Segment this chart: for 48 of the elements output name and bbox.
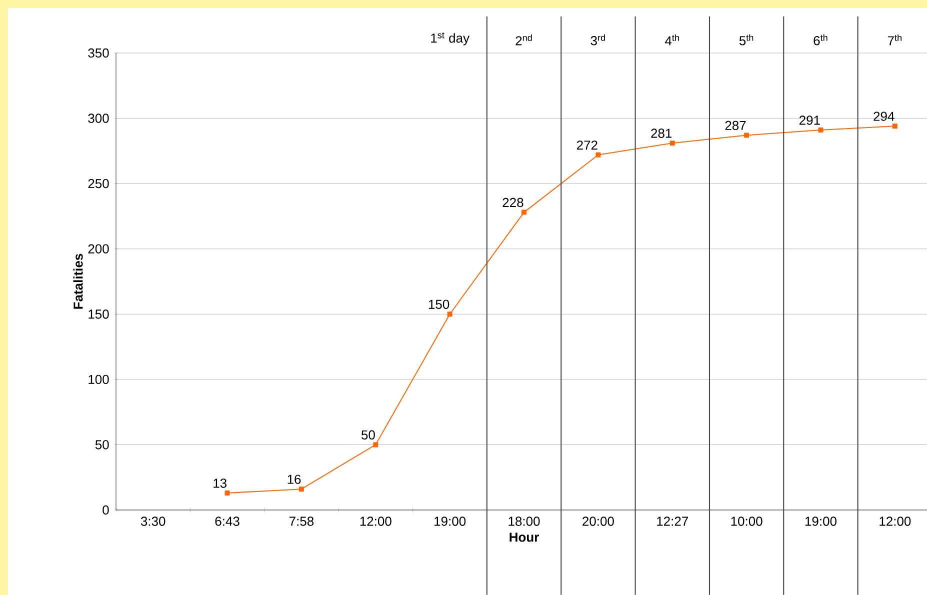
text: 3$^{rd}$ — [590, 34, 606, 46]
y-axis-title: Fatalities — [73, 254, 83, 309]
point — [522, 210, 527, 215]
y-tick-label: 300 — [88, 114, 109, 123]
text: 1$^{st}$ day — [431, 32, 470, 46]
x-tick-label: 18:00 — [508, 516, 540, 526]
x-tick-label: 12:27 — [657, 516, 688, 526]
text: 4$^{th}$ — [665, 34, 679, 46]
text: 2$^{nd}$ — [516, 34, 532, 46]
data-label: 281 — [651, 128, 672, 138]
x-axis-title: Hour — [510, 532, 539, 542]
text: 6$^{th}$ — [814, 34, 828, 46]
point — [670, 140, 675, 146]
x-tick-label: 10:00 — [731, 516, 762, 526]
x-tick-label: 20:00 — [582, 516, 614, 526]
y-tick-label: 0 — [102, 505, 109, 515]
x-tick-label: 7:58 — [289, 516, 314, 526]
point — [892, 124, 898, 129]
y-tick-label: 50 — [95, 440, 109, 450]
data-label: 50 — [361, 430, 375, 440]
x-tick-label: 3:30 — [140, 516, 166, 526]
point — [298, 486, 304, 492]
data-label: 228 — [502, 198, 524, 208]
data-label: 150 — [428, 300, 450, 309]
y-tick-label: 150 — [88, 310, 109, 319]
y-tick-label: 250 — [88, 178, 109, 188]
x-tick-label: 19:00 — [805, 516, 836, 526]
y-tick-label: 350 — [88, 48, 109, 58]
data-label: 294 — [874, 112, 894, 121]
x-tick-label: 12:00 — [880, 516, 911, 526]
x-tick-label: 6:43 — [215, 516, 240, 526]
point — [447, 312, 452, 317]
point — [373, 442, 378, 448]
text: 5$^{th}$ — [739, 34, 754, 46]
x-tick-label: 12:00 — [360, 516, 392, 526]
y-tick-label: 200 — [88, 244, 109, 254]
data-label: 13 — [214, 478, 226, 488]
text: 7$^{th}$ — [888, 34, 902, 46]
y-tick-label: 100 — [88, 374, 109, 384]
data-label: 16 — [288, 474, 301, 484]
data-label: 272 — [576, 140, 598, 150]
x-tick-label: 19:00 — [434, 516, 466, 526]
point — [744, 132, 750, 138]
data-label: 287 — [725, 120, 746, 130]
data-label: 291 — [800, 116, 820, 125]
point — [818, 128, 824, 133]
point — [596, 152, 601, 158]
point — [224, 490, 230, 496]
